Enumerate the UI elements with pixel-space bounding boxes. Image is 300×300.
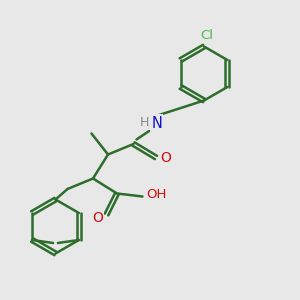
- Text: O: O: [160, 151, 171, 164]
- Text: H: H: [140, 116, 149, 129]
- Text: N: N: [151, 116, 162, 130]
- Text: OH: OH: [146, 188, 166, 202]
- Text: O: O: [92, 211, 103, 225]
- Text: Cl: Cl: [200, 28, 214, 42]
